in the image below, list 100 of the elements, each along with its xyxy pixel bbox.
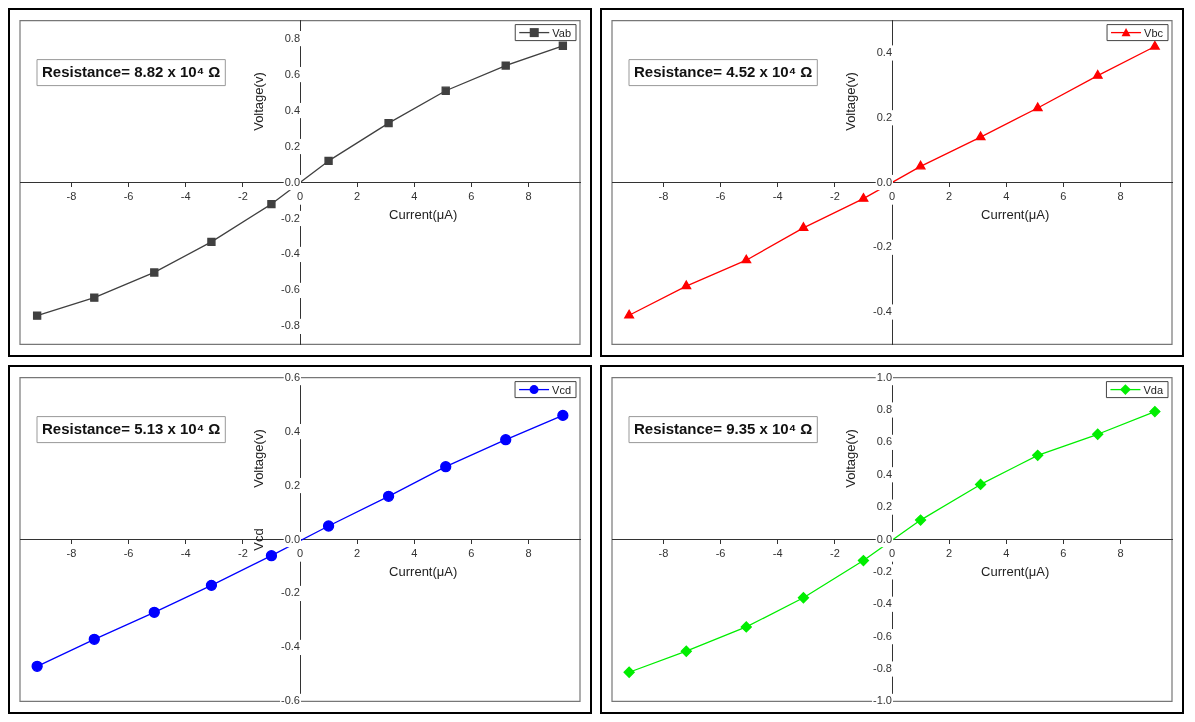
x-tick-label: -6 <box>715 547 726 560</box>
annotation: Vcd <box>251 528 267 551</box>
y-tick-label: -0.4 <box>873 305 892 318</box>
x-tick-label: -4 <box>180 547 191 560</box>
annotation: Resistance= 9.35 x 10⁴ Ω <box>634 419 813 437</box>
point <box>680 645 692 657</box>
point <box>324 156 333 166</box>
x-tick-label: -2 <box>829 190 840 203</box>
x-tick-label: -2 <box>237 190 248 203</box>
x-tick-label: 0 <box>296 190 304 203</box>
y-tick-label: 0.8 <box>876 403 892 416</box>
y-axis-title: Voltage(v) <box>251 429 267 488</box>
point <box>1149 40 1160 50</box>
x-tick-label: 4 <box>411 547 418 560</box>
x-tick-label: -4 <box>772 547 783 560</box>
y-tick-label: -0.2 <box>281 586 300 599</box>
x-axis-title: Current(μA) <box>981 206 1050 222</box>
annotation: Resistance= 4.52 x 10⁴ Ω <box>634 62 813 80</box>
y-axis-title: Voltage(v) <box>251 72 267 131</box>
point <box>148 606 160 619</box>
point <box>88 633 100 645</box>
y-tick-label: -0.6 <box>281 694 300 707</box>
point <box>267 199 276 209</box>
legend-label: Vda <box>1143 383 1164 396</box>
y-tick-label: 0.6 <box>284 370 300 383</box>
y-tick-label: 0.2 <box>876 110 892 123</box>
x-tick-label: -6 <box>123 190 134 203</box>
x-tick-label: 4 <box>411 190 418 203</box>
y-tick-label: -0.8 <box>873 662 892 675</box>
y-tick-label: -1.0 <box>873 694 892 707</box>
y-tick-label: 0.4 <box>284 103 300 116</box>
point <box>558 41 568 50</box>
point <box>382 490 395 502</box>
point <box>31 660 43 672</box>
point <box>1092 428 1104 440</box>
x-axis-title: Current(μA) <box>389 563 458 579</box>
y-tick-label: 0.2 <box>284 478 300 491</box>
point <box>205 579 218 592</box>
y-tick-label: -0.6 <box>281 283 300 296</box>
point <box>858 193 869 202</box>
y-tick-label: 0.4 <box>876 467 892 480</box>
y-tick-label: -0.4 <box>281 640 300 653</box>
legend-label: Vbc <box>1144 26 1164 39</box>
point <box>32 311 42 320</box>
point <box>557 409 569 422</box>
point <box>740 621 752 633</box>
point <box>681 280 692 290</box>
y-tick-label: 1.0 <box>876 370 892 383</box>
x-tick-label: 6 <box>1060 547 1067 560</box>
x-tick-label: -8 <box>658 190 669 203</box>
x-tick-label: 6 <box>1060 190 1067 203</box>
y-tick-label: -0.4 <box>281 247 300 260</box>
y-tick-label: -0.2 <box>873 564 892 577</box>
x-tick-label: -8 <box>66 190 77 203</box>
x-tick-label: 4 <box>1003 190 1010 203</box>
y-axis-title: Voltage(v) <box>843 72 859 131</box>
x-tick-label: 0 <box>888 190 896 203</box>
point <box>798 222 809 231</box>
point <box>500 434 512 446</box>
x-tick-label: -8 <box>658 547 669 560</box>
annotation: Resistance= 8.82 x 10⁴ Ω <box>42 62 221 80</box>
x-tick-label: 8 <box>525 547 532 560</box>
y-tick-label: 0.6 <box>284 67 300 80</box>
point <box>265 550 278 562</box>
y-tick-label: -0.6 <box>873 629 892 642</box>
y-tick-label: -0.4 <box>873 597 892 610</box>
y-tick-label: 0.0 <box>284 532 300 545</box>
y-tick-label: -0.8 <box>281 319 300 332</box>
x-tick-label: -8 <box>66 547 77 560</box>
x-tick-label: 2 <box>946 190 953 203</box>
x-tick-label: 0 <box>296 547 304 560</box>
y-tick-label: 0.8 <box>284 31 300 44</box>
point <box>797 592 810 604</box>
point <box>501 61 510 70</box>
point <box>441 86 450 95</box>
y-axis-title: Voltage(v) <box>843 429 859 488</box>
y-tick-label: 0.2 <box>876 500 892 513</box>
x-tick-label: 0 <box>888 547 896 560</box>
x-tick-label: 8 <box>525 190 532 203</box>
point <box>150 268 159 277</box>
x-tick-label: 4 <box>1003 547 1010 560</box>
point <box>975 131 986 141</box>
point <box>974 478 987 491</box>
x-tick-label: -4 <box>772 190 783 203</box>
x-tick-label: -2 <box>829 547 840 560</box>
point <box>322 520 335 532</box>
y-tick-label: 0.2 <box>284 139 300 152</box>
x-tick-label: 6 <box>468 190 475 203</box>
x-tick-label: -6 <box>123 547 134 560</box>
point <box>440 461 452 473</box>
x-tick-label: 8 <box>1117 547 1124 560</box>
point <box>624 309 635 319</box>
x-axis-title: Current(μA) <box>981 563 1050 579</box>
y-tick-label: 0.4 <box>284 424 300 437</box>
y-tick-label: 0.0 <box>876 532 892 545</box>
legend-label: Vab <box>552 26 572 39</box>
point <box>857 554 870 567</box>
point <box>741 254 752 264</box>
point <box>207 237 216 247</box>
y-tick-label: 0.0 <box>284 175 300 188</box>
